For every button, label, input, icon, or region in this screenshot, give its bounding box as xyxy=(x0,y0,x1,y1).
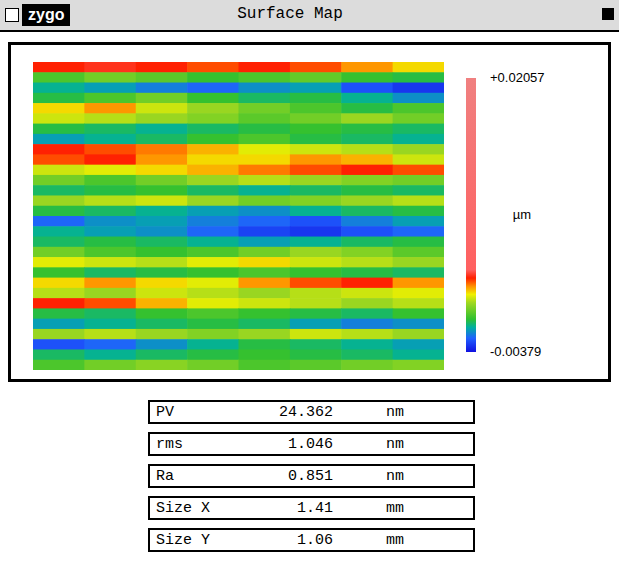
html-text:1.41: 1.41 xyxy=(297,500,333,517)
html-text:1.046: 1.046 xyxy=(288,436,333,453)
html-text:Size Y: Size Y xyxy=(156,532,210,549)
html-text:1.06: 1.06 xyxy=(297,532,333,549)
html-text:Size X: Size X xyxy=(156,500,210,517)
html-text:zygo: zygo xyxy=(28,6,65,23)
html-text:mm: mm xyxy=(386,532,404,549)
svg-text:µm: µm xyxy=(513,207,531,222)
html-text:Ra: Ra xyxy=(156,468,174,485)
html-text:mm: mm xyxy=(386,500,404,517)
html-text:nm: nm xyxy=(386,404,404,421)
svg-text:-0.00379: -0.00379 xyxy=(490,344,541,359)
html-text:nm: nm xyxy=(386,436,404,453)
html-text:nm: nm xyxy=(386,468,404,485)
html-text:PV: PV xyxy=(156,404,174,421)
svg-text:+0.02057: +0.02057 xyxy=(490,70,545,85)
html-text:24.362: 24.362 xyxy=(279,404,333,421)
html-text:0.851: 0.851 xyxy=(288,468,333,485)
html-text:Surface Map: Surface Map xyxy=(237,5,343,23)
html-text:rms: rms xyxy=(156,436,183,453)
